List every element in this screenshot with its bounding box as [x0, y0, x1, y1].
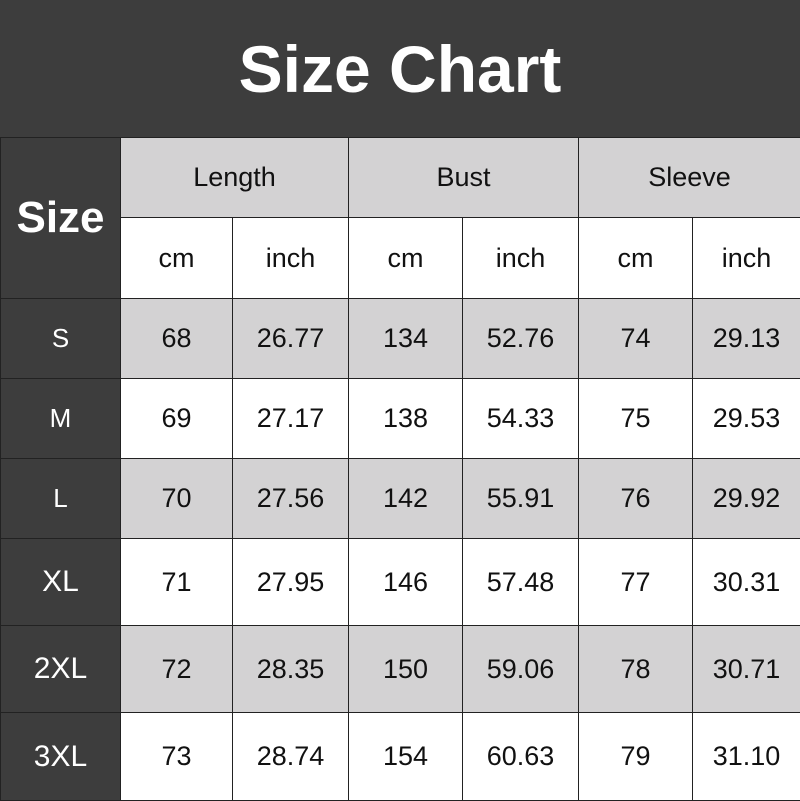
table-cell: 76 — [579, 459, 693, 539]
unit-row: cm inch cm inch cm inch — [1, 218, 800, 299]
table-cell: 75 — [579, 379, 693, 459]
table-cell: 60.63 — [463, 713, 579, 801]
table-cell: 79 — [579, 713, 693, 801]
table-cell: 72 — [121, 626, 233, 713]
table-cell: 150 — [349, 626, 463, 713]
size-label: S — [1, 299, 121, 379]
table-cell: 30.71 — [693, 626, 800, 713]
table-cell: 68 — [121, 299, 233, 379]
table-cell: 27.95 — [233, 539, 349, 626]
size-label: XL — [1, 539, 121, 626]
group-header-sleeve: Sleeve — [579, 138, 800, 218]
table-cell: 52.76 — [463, 299, 579, 379]
unit-header: inch — [233, 218, 349, 299]
table-cell: 134 — [349, 299, 463, 379]
table-cell: 142 — [349, 459, 463, 539]
unit-header: inch — [693, 218, 800, 299]
table-cell: 26.77 — [233, 299, 349, 379]
table-cell: 138 — [349, 379, 463, 459]
table-cell: 29.92 — [693, 459, 800, 539]
table-cell: 29.53 — [693, 379, 800, 459]
table-cell: 30.31 — [693, 539, 800, 626]
table-cell: 57.48 — [463, 539, 579, 626]
table-cell: 146 — [349, 539, 463, 626]
table-cell: 73 — [121, 713, 233, 801]
table-cell: 27.56 — [233, 459, 349, 539]
table-cell: 154 — [349, 713, 463, 801]
table-cell: 70 — [121, 459, 233, 539]
table-cell: 29.13 — [693, 299, 800, 379]
table-cell: 28.74 — [233, 713, 349, 801]
table-cell: 28.35 — [233, 626, 349, 713]
table-cell: 71 — [121, 539, 233, 626]
size-column-header: Size — [1, 138, 121, 299]
size-label: 2XL — [1, 626, 121, 713]
unit-header: cm — [349, 218, 463, 299]
table-cell: 27.17 — [233, 379, 349, 459]
page-title: Size Chart — [0, 0, 800, 137]
group-header-bust: Bust — [349, 138, 579, 218]
group-header-length: Length — [121, 138, 349, 218]
size-chart-table: Size Length Bust Sleeve cm inch cm inch … — [0, 137, 800, 801]
table-cell: 59.06 — [463, 626, 579, 713]
table-cell: 54.33 — [463, 379, 579, 459]
table-cell: 55.91 — [463, 459, 579, 539]
table-cell: 69 — [121, 379, 233, 459]
table-cell: 31.10 — [693, 713, 800, 801]
size-label: M — [1, 379, 121, 459]
table-cell: 74 — [579, 299, 693, 379]
unit-header: inch — [463, 218, 579, 299]
size-label: L — [1, 459, 121, 539]
size-label: 3XL — [1, 713, 121, 801]
table-cell: 77 — [579, 539, 693, 626]
table-cell: 78 — [579, 626, 693, 713]
unit-header: cm — [579, 218, 693, 299]
unit-header: cm — [121, 218, 233, 299]
